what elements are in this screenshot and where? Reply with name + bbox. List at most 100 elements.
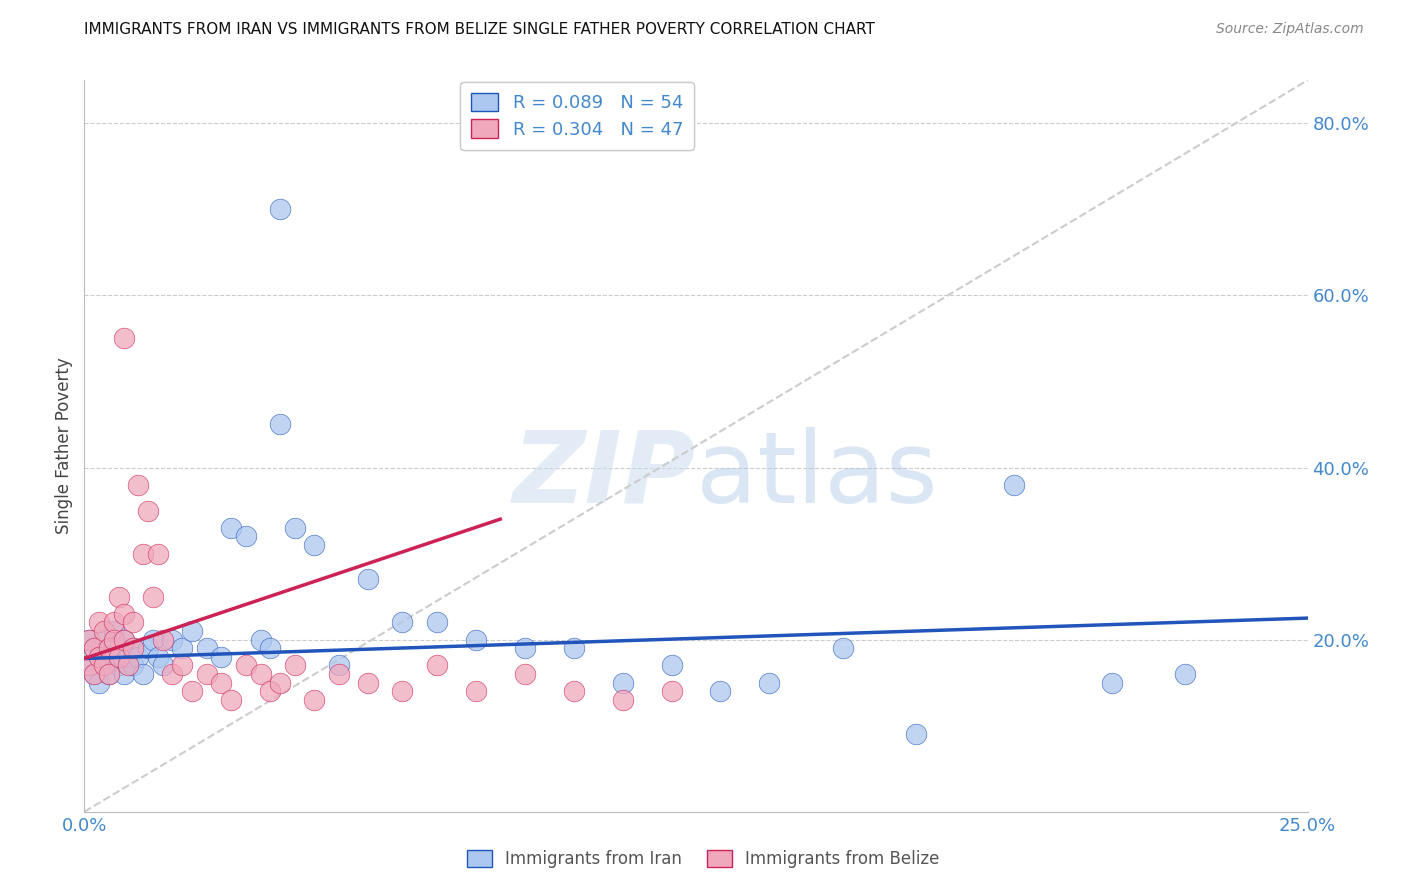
Point <box>87 649 110 664</box>
Point <box>97 641 120 656</box>
Point <box>103 649 125 664</box>
Point <box>87 649 110 664</box>
Point <box>195 667 218 681</box>
Point <box>77 632 100 647</box>
Point <box>162 667 184 681</box>
Point <box>93 658 115 673</box>
Point <box>136 503 159 517</box>
Point <box>172 641 194 656</box>
Point <box>426 658 449 673</box>
Point <box>661 658 683 673</box>
Point <box>132 547 155 561</box>
Point <box>284 521 307 535</box>
Point <box>181 684 204 698</box>
Point <box>328 658 350 673</box>
Point <box>464 632 486 647</box>
Point <box>391 684 413 698</box>
Point <box>304 538 326 552</box>
Point <box>464 684 486 698</box>
Point <box>209 649 232 664</box>
Point <box>122 641 145 656</box>
Point <box>357 573 380 587</box>
Point <box>103 624 125 638</box>
Point <box>107 658 129 673</box>
Point <box>391 615 413 630</box>
Point <box>562 684 585 698</box>
Point <box>562 641 585 656</box>
Point <box>259 684 281 698</box>
Point <box>269 675 291 690</box>
Y-axis label: Single Father Poverty: Single Father Poverty <box>55 358 73 534</box>
Point <box>905 727 928 741</box>
Point <box>219 693 242 707</box>
Text: atlas: atlas <box>696 426 938 524</box>
Point <box>107 590 129 604</box>
Point <box>426 615 449 630</box>
Point <box>87 615 110 630</box>
Point <box>152 658 174 673</box>
Point <box>172 658 194 673</box>
Point <box>127 477 149 491</box>
Point <box>122 658 145 673</box>
Point <box>103 615 125 630</box>
Point <box>612 675 634 690</box>
Point <box>83 641 105 656</box>
Point <box>1101 675 1123 690</box>
Point <box>83 641 105 656</box>
Point <box>77 658 100 673</box>
Point <box>142 632 165 647</box>
Point <box>117 649 139 664</box>
Point <box>112 607 135 621</box>
Point <box>249 632 271 647</box>
Point <box>83 667 105 681</box>
Point <box>269 202 291 217</box>
Point <box>1002 477 1025 491</box>
Point <box>93 632 115 647</box>
Point <box>162 632 184 647</box>
Point <box>142 590 165 604</box>
Text: ZIP: ZIP <box>513 426 696 524</box>
Point <box>87 675 110 690</box>
Point <box>97 667 120 681</box>
Point <box>77 658 100 673</box>
Point <box>284 658 307 673</box>
Point <box>709 684 731 698</box>
Point <box>513 667 536 681</box>
Point <box>97 641 120 656</box>
Point <box>107 649 129 664</box>
Point <box>112 632 135 647</box>
Point <box>152 632 174 647</box>
Point <box>83 667 105 681</box>
Text: IMMIGRANTS FROM IRAN VS IMMIGRANTS FROM BELIZE SINGLE FATHER POVERTY CORRELATION: IMMIGRANTS FROM IRAN VS IMMIGRANTS FROM … <box>84 22 875 37</box>
Point <box>122 641 145 656</box>
Point <box>93 624 115 638</box>
Point <box>328 667 350 681</box>
Point <box>612 693 634 707</box>
Point <box>132 667 155 681</box>
Point <box>269 417 291 432</box>
Point <box>146 649 169 664</box>
Point <box>112 667 135 681</box>
Point <box>758 675 780 690</box>
Point <box>107 641 129 656</box>
Point <box>304 693 326 707</box>
Legend: Immigrants from Iran, Immigrants from Belize: Immigrants from Iran, Immigrants from Be… <box>460 843 946 875</box>
Point <box>235 529 257 543</box>
Point <box>77 632 100 647</box>
Point <box>235 658 257 673</box>
Point <box>136 641 159 656</box>
Point <box>103 632 125 647</box>
Legend: R = 0.089   N = 54, R = 0.304   N = 47: R = 0.089 N = 54, R = 0.304 N = 47 <box>460 82 695 150</box>
Point <box>122 615 145 630</box>
Point <box>219 521 242 535</box>
Point <box>513 641 536 656</box>
Point <box>249 667 271 681</box>
Point <box>195 641 218 656</box>
Point <box>112 632 135 647</box>
Point <box>831 641 853 656</box>
Point <box>259 641 281 656</box>
Point <box>661 684 683 698</box>
Point <box>1174 667 1197 681</box>
Point <box>97 667 120 681</box>
Point <box>112 331 135 345</box>
